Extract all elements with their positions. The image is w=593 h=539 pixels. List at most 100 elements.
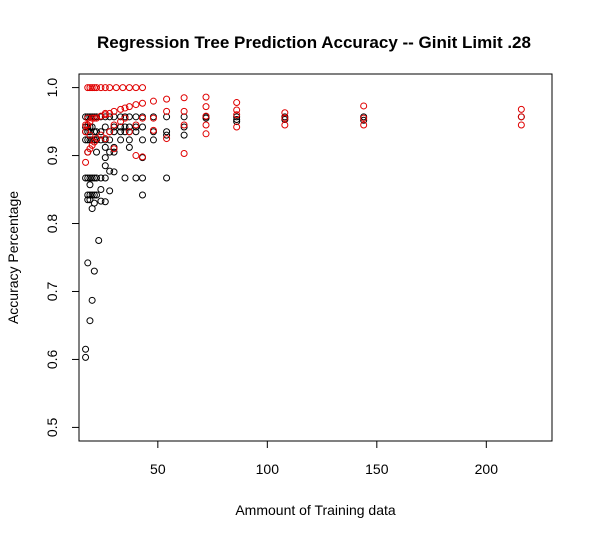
chart-title: Regression Tree Prediction Accuracy -- G…: [97, 33, 531, 52]
data-point-black: [93, 148, 101, 156]
data-point-red: [132, 101, 140, 109]
data-point-black: [139, 191, 147, 199]
x-tick-label: 50: [150, 461, 166, 477]
data-point-red: [202, 103, 210, 111]
data-point-red: [97, 131, 105, 139]
data-point-black: [233, 113, 241, 121]
data-point-black: [110, 168, 118, 176]
data-point-red: [517, 105, 525, 113]
data-point-red: [90, 114, 98, 122]
data-point-black: [93, 191, 101, 199]
data-point-red: [97, 84, 105, 92]
data-point-red: [180, 107, 188, 115]
data-point-red: [132, 121, 140, 129]
data-point-black: [139, 174, 147, 182]
data-point-red: [93, 114, 101, 122]
data-point-black: [233, 118, 241, 126]
data-point-black: [121, 174, 129, 182]
data-point-black: [125, 113, 133, 121]
data-point-red: [117, 105, 125, 113]
data-point-red: [119, 84, 127, 92]
data-point-black: [180, 131, 188, 139]
data-point-black: [132, 128, 140, 136]
data-point-black: [101, 174, 109, 182]
data-point-black: [82, 174, 90, 182]
data-point-red: [101, 109, 109, 117]
data-point-red: [86, 131, 94, 139]
data-point-red: [149, 114, 157, 122]
data-point-red: [202, 93, 210, 101]
data-point-black: [139, 123, 147, 131]
data-point-red: [233, 106, 241, 114]
data-point-red: [139, 84, 147, 92]
data-point-red: [180, 94, 188, 102]
data-point-black: [125, 136, 133, 144]
y-axis-label: Accuracy Percentage: [5, 191, 21, 324]
x-tick-label: 150: [365, 461, 389, 477]
y-axis: 0.5 0.6 0.7 0.8 0.9 1.0: [44, 78, 79, 437]
x-axis: 50 100 150 200: [150, 441, 498, 477]
data-point-red: [139, 99, 147, 107]
data-point-red: [106, 128, 114, 136]
y-tick-label: 0.5: [44, 417, 60, 437]
data-point-black: [101, 154, 109, 162]
data-point-red: [180, 121, 188, 129]
data-point-red: [110, 145, 118, 153]
data-point-red: [82, 128, 90, 136]
data-point-red: [163, 107, 171, 115]
data-point-black: [117, 128, 125, 136]
data-point-red: [281, 121, 289, 129]
data-point-black: [106, 148, 114, 156]
data-point-black: [149, 136, 157, 144]
data-point-red: [110, 121, 118, 129]
data-point-black: [101, 123, 109, 131]
data-point-red: [132, 84, 140, 92]
y-tick-label: 0.7: [44, 282, 60, 302]
data-point-red: [101, 84, 109, 92]
data-point-black: [110, 123, 118, 131]
data-point-black: [117, 136, 125, 144]
data-point-black: [101, 113, 109, 121]
data-point-black: [202, 114, 210, 122]
data-point-black: [86, 181, 94, 189]
data-point-red: [517, 121, 525, 129]
data-point-black: [86, 123, 94, 131]
data-point-red: [139, 114, 147, 122]
data-point-red: [281, 109, 289, 117]
data-point-red: [125, 84, 133, 92]
data-point-black: [86, 191, 94, 199]
data-point-red: [517, 113, 525, 121]
data-point-red: [90, 84, 98, 92]
data-point-red: [117, 118, 125, 126]
x-axis-label: Ammount of Training data: [235, 502, 396, 518]
data-point-black: [86, 317, 94, 325]
data-point-red: [360, 121, 368, 129]
data-point-red: [82, 158, 90, 166]
data-point-red: [82, 121, 90, 129]
data-point-black: [97, 186, 105, 194]
data-point-black: [180, 113, 188, 121]
data-point-black: [95, 237, 103, 245]
data-point-black: [106, 136, 114, 144]
data-point-black: [360, 116, 368, 124]
data-point-red: [139, 153, 147, 161]
data-point-black: [121, 123, 129, 131]
data-point-black: [101, 143, 109, 151]
data-point-black: [88, 174, 96, 182]
data-point-red: [84, 84, 92, 92]
data-point-black: [90, 191, 98, 199]
data-point-black: [82, 353, 90, 361]
x-tick-label: 100: [256, 461, 280, 477]
data-point-black: [110, 113, 118, 121]
data-point-red: [163, 135, 171, 143]
data-point-red: [202, 112, 210, 120]
data-point-black: [132, 123, 140, 131]
data-point-black: [93, 174, 101, 182]
data-point-black: [180, 123, 188, 131]
data-point-black: [97, 128, 105, 136]
data-point-red: [88, 114, 96, 122]
data-point-red: [125, 128, 133, 136]
data-point-red: [163, 95, 171, 103]
data-point-red: [110, 107, 118, 115]
